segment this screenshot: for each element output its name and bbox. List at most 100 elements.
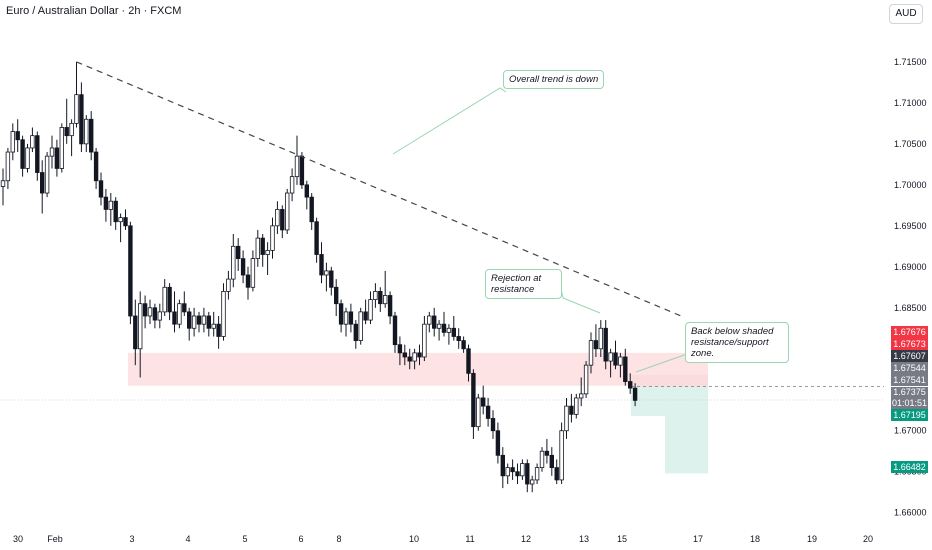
price-tag-last: 1.67375 01:01:51 [891, 387, 928, 409]
candle-body [299, 155, 305, 186]
price-tag-zone: 1.67541 [891, 374, 928, 386]
x-tick-label: 18 [750, 534, 760, 544]
candle-body [461, 340, 466, 350]
price-tag-high: 1.67607 [891, 350, 928, 362]
x-tick-label: 8 [336, 534, 341, 544]
y-tick-label: 1.67000 [894, 426, 927, 436]
candle-body [93, 151, 99, 182]
annotation-rejection[interactable]: Rejection at resistance [485, 269, 562, 299]
y-axis[interactable]: 1.71500 1.71000 1.70500 1.70000 1.69500 1.690… [894, 57, 927, 518]
y-tick-label: 1.70000 [894, 180, 927, 190]
candle-body [525, 463, 530, 485]
x-tick-label: 3 [129, 534, 134, 544]
currency-button[interactable]: AUD [889, 4, 923, 24]
candle-body [490, 418, 496, 432]
candle-body [255, 237, 260, 260]
candle-body [407, 356, 412, 362]
y-tick-label: 1.69000 [894, 262, 927, 272]
candle-body [0, 180, 6, 187]
candle-body [216, 323, 221, 337]
candle-body [196, 315, 202, 325]
candle-body [167, 286, 172, 313]
candle-body [191, 315, 197, 329]
candle-body [245, 274, 251, 288]
candle-body [623, 356, 628, 382]
candle-body [583, 364, 589, 395]
candle-body [427, 315, 432, 325]
candle-body [520, 463, 525, 477]
candle-body [284, 192, 290, 231]
x-tick-label: 11 [465, 534, 474, 544]
annotation-trend[interactable]: Overall trend is down [503, 70, 605, 89]
zones-layer [128, 352, 708, 474]
x-tick-label: 10 [409, 534, 419, 544]
candle-body [226, 278, 231, 292]
candle-body [260, 237, 265, 255]
x-axis[interactable]: 30 Feb 3 4 5 6 8 10 11 12 13 15 17 18 19 20 [13, 534, 873, 544]
candle-body [417, 352, 422, 358]
candle-body [530, 479, 535, 485]
candle-body [304, 184, 309, 198]
y-tick-label: 1.71000 [894, 98, 927, 108]
price-tag-stop: 1.67673 [891, 338, 928, 350]
candle-body [162, 286, 167, 313]
annotation-back-below[interactable]: Back below shaded resistance/support zon… [685, 322, 789, 363]
candle-body [495, 430, 501, 456]
price-tag-target: 1.66482 [891, 461, 928, 473]
candle-body [632, 387, 638, 401]
candle-body [15, 131, 20, 141]
candle-body [103, 196, 109, 210]
candle-body [186, 311, 192, 329]
y-tick-label: 1.71500 [894, 57, 927, 67]
x-tick-label: 20 [863, 534, 873, 544]
candle-body [392, 315, 398, 346]
candle-body [348, 311, 354, 325]
candle-body [10, 131, 15, 153]
candle-body [397, 344, 403, 354]
candle-body [613, 352, 618, 366]
y-tick-label: 1.70500 [894, 139, 927, 149]
candle-body [431, 315, 437, 329]
candle-body [628, 381, 633, 389]
candle-body [128, 225, 133, 317]
bar-countdown: 01:01:51 [891, 398, 928, 408]
candle-body [451, 327, 456, 337]
candle-body [314, 221, 319, 255]
candle-body [137, 303, 143, 350]
candle-body [588, 340, 594, 366]
candle-body [485, 405, 491, 419]
grid-layer [0, 386, 884, 401]
candle-body [5, 151, 11, 182]
candle-body [598, 327, 603, 350]
candle-body [35, 135, 40, 173]
candle-body [569, 405, 574, 415]
x-tick-label: 4 [185, 534, 190, 544]
candle-body [59, 127, 64, 169]
candle-body [549, 454, 554, 469]
candle-body [500, 454, 505, 477]
x-tick-label: 12 [521, 534, 531, 544]
y-tick-label: 1.69500 [894, 221, 927, 231]
candle-body [343, 311, 349, 325]
candle-body [579, 393, 584, 399]
x-tick-label: 17 [693, 534, 703, 544]
candle-body [74, 94, 79, 124]
y-tick-label: 1.66000 [894, 508, 927, 518]
candle-body [608, 352, 613, 362]
candle-body [54, 147, 60, 169]
target-zone [665, 386, 708, 474]
candle-body [118, 217, 123, 223]
candle-body [40, 172, 45, 194]
candle-body [412, 352, 417, 362]
candle-body [593, 340, 599, 350]
x-tick-label: 30 [13, 534, 23, 544]
candle-body [534, 467, 540, 481]
candle-body [20, 139, 25, 169]
candle-body [30, 135, 35, 149]
candle-body [554, 467, 559, 481]
candle-body [133, 315, 138, 350]
candle-body [382, 295, 388, 305]
candle-body [231, 245, 236, 280]
candle-body [147, 307, 153, 317]
